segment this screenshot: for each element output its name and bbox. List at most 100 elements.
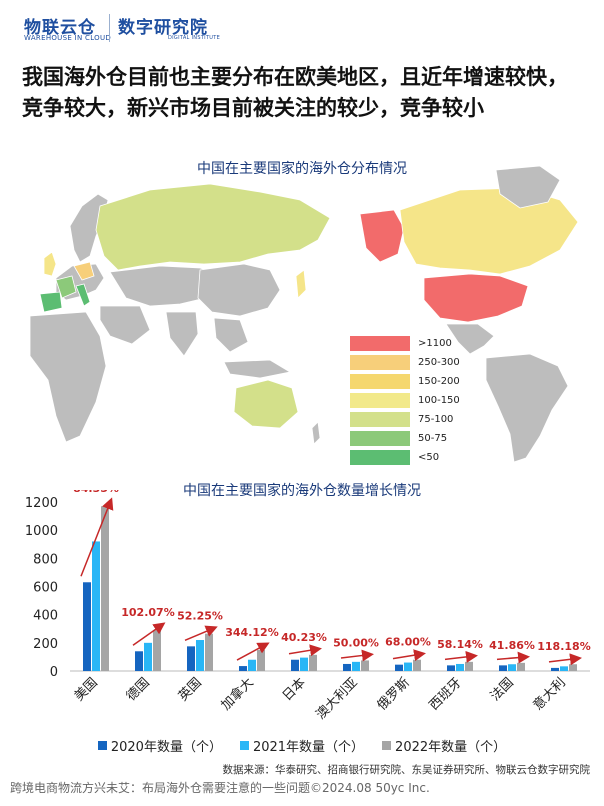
bar <box>352 661 360 671</box>
brand-logo-subtitle: WAREHOUSE IN CLOUD <box>24 34 112 42</box>
chart-legend-item: 2022年数量（个） <box>382 736 506 755</box>
bar <box>551 667 559 671</box>
bar <box>404 662 412 671</box>
chart-legend-swatch <box>239 741 249 750</box>
growth-arrow <box>132 622 166 646</box>
legend-item: >1100 <box>350 334 460 352</box>
legend-label: <50 <box>418 451 440 463</box>
x-tick-label: 美国 <box>72 675 101 704</box>
bar <box>135 651 143 671</box>
map-region-southeast-asia <box>213 317 249 353</box>
growth-arrow <box>548 653 582 666</box>
map-region-spain <box>39 291 63 313</box>
legend-item: 75-100 <box>350 410 460 428</box>
map-region-australia <box>233 379 299 429</box>
growth-label: 118.18% <box>537 640 590 653</box>
chart-legend-label: 2020年数量（个） <box>110 740 222 755</box>
institute-logo-text: 数字研究院 <box>118 18 208 38</box>
bar <box>153 630 161 671</box>
x-tick-label: 意大利 <box>530 675 569 714</box>
chart-legend-label: 2021年数量（个） <box>252 740 365 755</box>
bar <box>361 660 369 671</box>
y-tick-label: 200 <box>33 637 58 652</box>
bar <box>239 666 247 671</box>
x-tick-label: 英国 <box>176 675 205 704</box>
legend-label: 100-150 <box>418 394 460 406</box>
growth-arrow <box>236 642 270 661</box>
bar <box>413 659 421 671</box>
growth-label: 344.12% <box>225 626 278 639</box>
chart-legend-label: 2022年数量（个） <box>395 740 507 755</box>
x-tick-label: 俄罗斯 <box>375 675 413 713</box>
map-title: 中国在主要国家的海外仓分布情况 <box>197 161 407 177</box>
data-source: 数据来源：华泰研究、招商银行研究院、东吴证券研究所、物联云仓数字研究院 <box>222 764 591 776</box>
bar <box>92 541 100 671</box>
header-divider <box>109 14 110 42</box>
x-tick-label: 西班牙 <box>427 675 465 713</box>
bar <box>144 642 152 671</box>
growth-label: 41.86% <box>489 639 535 652</box>
legend-item: 150-200 <box>350 372 460 390</box>
growth-label: 102.07% <box>121 606 174 619</box>
bar <box>291 659 299 671</box>
map-region-russia <box>95 183 331 271</box>
growth-label: 68.00% <box>385 636 431 649</box>
chart-legend-swatch <box>97 741 107 750</box>
bar <box>83 582 91 671</box>
y-tick-label: 800 <box>33 552 58 567</box>
legend-item: 250-300 <box>350 353 460 371</box>
map-region-india <box>165 311 199 357</box>
legend-swatch <box>350 392 410 408</box>
chart-legend-item: 2021年数量（个） <box>239 736 365 755</box>
legend-swatch <box>350 354 410 370</box>
map-region-italy <box>75 283 91 307</box>
bars-group <box>83 506 577 671</box>
bar <box>499 665 507 671</box>
world-map-svg <box>29 165 579 463</box>
brand-logo-text: 物联云仓 <box>24 18 96 38</box>
bar <box>187 646 195 671</box>
legend-label: 150-200 <box>418 375 460 387</box>
bar-chart: 0 200 400 600 800 1000 1200 84.35% 102.07%52.25… <box>0 482 604 750</box>
map-region-greenland <box>495 165 561 209</box>
y-tick-label: 0 <box>50 665 58 680</box>
legend-swatch <box>350 373 410 389</box>
map-region-alaska <box>359 209 405 263</box>
bar <box>456 663 464 671</box>
legend-swatch <box>350 449 410 465</box>
growth-arrow <box>392 649 426 662</box>
legend-label: 250-300 <box>418 356 460 368</box>
legend-item: 100-150 <box>350 391 460 409</box>
bar <box>309 654 317 671</box>
map-region-indonesia <box>223 359 292 379</box>
bar <box>343 663 351 671</box>
map-region-germany <box>73 261 95 281</box>
y-tick-label: 1000 <box>25 524 58 539</box>
legend-swatch <box>350 430 410 446</box>
page-headline: 我国海外仓目前也主要分布在欧美地区，且近年增速较快，竞争较大，新兴市场目前被关注… <box>22 65 568 120</box>
y-axis: 0 200 400 600 800 1000 1200 <box>25 496 590 680</box>
map-region-mexico <box>445 323 495 355</box>
growth-label: 84.35% <box>73 490 119 495</box>
bar <box>300 657 308 671</box>
y-tick-label: 1200 <box>25 496 58 511</box>
map-region-africa <box>29 311 107 443</box>
map-legend: >1100 250-300 150-200 100-150 75-100 50-… <box>350 334 460 467</box>
chart-legend: 2020年数量（个） 2021年数量（个） 2022年数量（个） <box>0 736 604 755</box>
legend-label: >1100 <box>418 337 452 349</box>
growth-annotations: 84.35% 102.07%52.25%344.12%40.23% 50.00% 68… <box>73 482 591 666</box>
growth-arrow <box>80 497 114 577</box>
legend-swatch <box>350 335 410 351</box>
map-region-south-america <box>485 353 569 463</box>
bar <box>465 661 473 671</box>
growth-arrow <box>184 625 218 642</box>
growth-label: 40.23% <box>281 631 327 644</box>
bar <box>508 664 516 671</box>
x-axis-labels: 美国 德国 英国 加拿大 日本 澳大利亚 俄罗斯 西班牙 法国 意大利 <box>72 675 569 723</box>
growth-arrow <box>340 649 374 662</box>
chart-legend-swatch <box>382 741 392 750</box>
legend-item: 50-75 <box>350 429 460 447</box>
bar <box>517 662 525 671</box>
institute-logo-subtitle: DIGITAL INSTITUTE <box>168 35 221 41</box>
bar <box>248 659 256 671</box>
